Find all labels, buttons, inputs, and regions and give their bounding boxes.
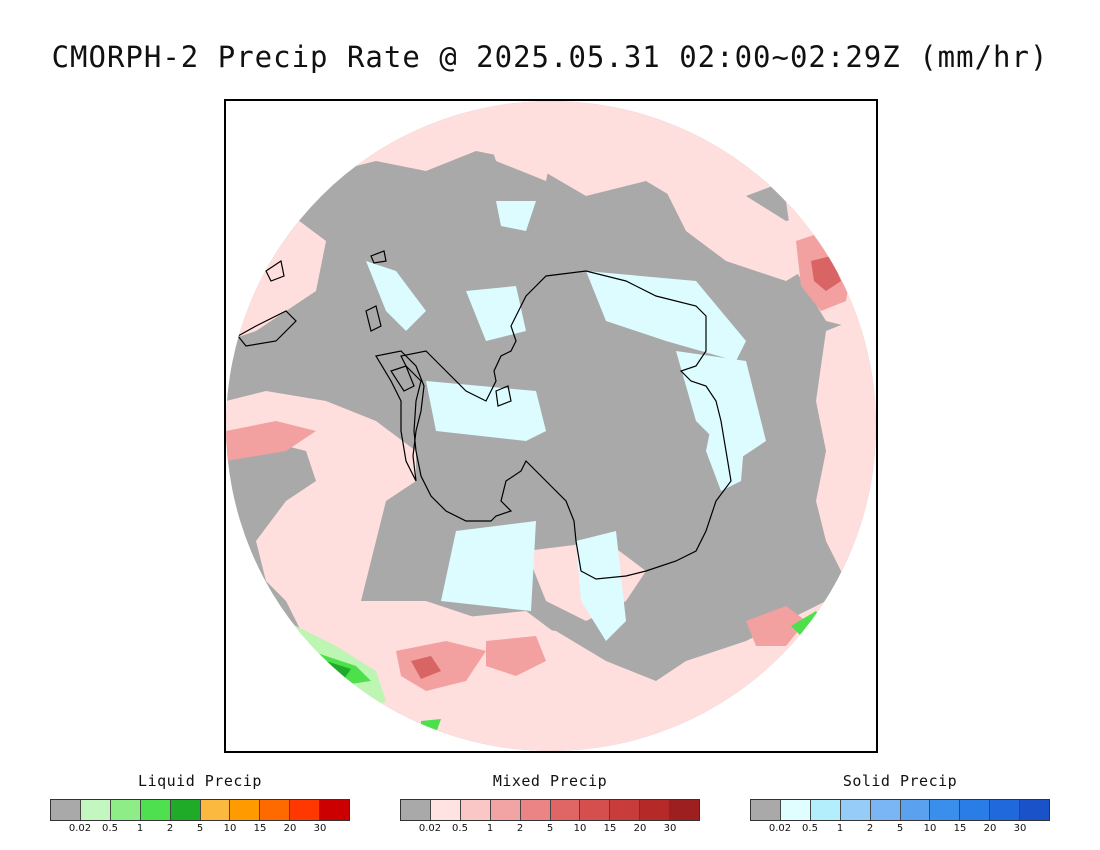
- legend-solid-swatches: [750, 799, 1050, 821]
- legend-mixed-ticks: 0.02 0.5 1 2 5 10 15 20 30: [400, 823, 700, 837]
- legend-liquid-title: Liquid Precip: [138, 772, 262, 790]
- legend-tick-label: 30: [313, 823, 327, 834]
- legend-swatch: [110, 800, 141, 820]
- legend-tick-label: 5: [546, 823, 554, 834]
- legend-swatch: [990, 800, 1021, 820]
- solid-precip-regions: [366, 201, 766, 641]
- legend-tick-label: 10: [923, 823, 937, 834]
- legend-swatch: [140, 800, 171, 820]
- legend-swatch: [260, 800, 291, 820]
- legend-swatch: [930, 800, 961, 820]
- legend-tick-label: 10: [223, 823, 237, 834]
- legend-tick-label: 1: [136, 823, 144, 834]
- polar-map: [224, 99, 878, 753]
- legend-tick-label: 2: [866, 823, 874, 834]
- legend-tick-label: 30: [663, 823, 677, 834]
- legend-swatch: [51, 800, 81, 820]
- legend-solid-ticks: 0.02 0.5 1 2 5 10 15 20 30: [750, 823, 1050, 837]
- legend-swatch: [810, 800, 841, 820]
- legend-swatch: [80, 800, 111, 820]
- legend-solid: Solid Precip 0.02 0.5 1 2 5 10 15 20 30: [750, 772, 1050, 837]
- legend-tick-label: 5: [196, 823, 204, 834]
- legend-tick-label: 1: [486, 823, 494, 834]
- legend-swatch: [610, 800, 641, 820]
- legend-swatch: [1020, 800, 1050, 820]
- legend-tick-label: 20: [983, 823, 997, 834]
- legend-tick-label: 20: [633, 823, 647, 834]
- legend-liquid: Liquid Precip 0.02 0.5 1 2 5 10 15 20 30: [50, 772, 350, 837]
- map-svg: [226, 101, 876, 751]
- legend-swatch: [520, 800, 551, 820]
- legend-swatch: [640, 800, 671, 820]
- legend-tick-label: 15: [603, 823, 617, 834]
- legend-tick-label: 0.02: [768, 823, 792, 834]
- legend-liquid-swatches: [50, 799, 350, 821]
- legend-mixed-title: Mixed Precip: [492, 772, 608, 790]
- legend-tick-label: 0.5: [452, 823, 468, 834]
- legend-swatch: [550, 800, 581, 820]
- legend-tick-label: 15: [253, 823, 267, 834]
- legend-tick-label: 0.02: [68, 823, 92, 834]
- antarctica-coastline: [237, 250, 732, 580]
- legend-swatch: [200, 800, 231, 820]
- legend-tick-label: 15: [953, 823, 967, 834]
- legend-swatch: [170, 800, 201, 820]
- legend-swatch: [840, 800, 871, 820]
- legend-liquid-ticks: 0.02 0.5 1 2 5 10 15 20 30: [50, 823, 350, 837]
- legend-swatch: [290, 800, 321, 820]
- legend-tick-label: 2: [166, 823, 174, 834]
- chart-title: CMORPH-2 Precip Rate @ 2025.05.31 02:00~…: [51, 40, 1049, 74]
- legend-tick-label: 1: [836, 823, 844, 834]
- legend-swatch: [401, 800, 431, 820]
- legend-swatch: [430, 800, 461, 820]
- legend-swatch: [490, 800, 521, 820]
- legend-tick-label: 0.5: [802, 823, 818, 834]
- legend-swatch: [780, 800, 811, 820]
- legend-swatch: [900, 800, 931, 820]
- legend-swatch: [580, 800, 611, 820]
- legend-swatch: [751, 800, 781, 820]
- legend-mixed: Mixed Precip 0.02 0.5 1 2 5 10 15 20 30: [400, 772, 700, 837]
- legend-swatch: [230, 800, 261, 820]
- legend-tick-label: 20: [283, 823, 297, 834]
- legend-tick-label: 5: [896, 823, 904, 834]
- legend-swatch: [960, 800, 991, 820]
- legend-swatch: [670, 800, 700, 820]
- legend-mixed-swatches: [400, 799, 700, 821]
- legend-tick-label: 2: [516, 823, 524, 834]
- legend-swatch: [460, 800, 491, 820]
- legend-swatch: [320, 800, 350, 820]
- legend-tick-label: 0.5: [102, 823, 118, 834]
- legend-swatch: [870, 800, 901, 820]
- legend-solid-title: Solid Precip: [842, 772, 958, 790]
- legend-tick-label: 0.02: [418, 823, 442, 834]
- legend-tick-label: 10: [573, 823, 587, 834]
- legend-tick-label: 30: [1013, 823, 1027, 834]
